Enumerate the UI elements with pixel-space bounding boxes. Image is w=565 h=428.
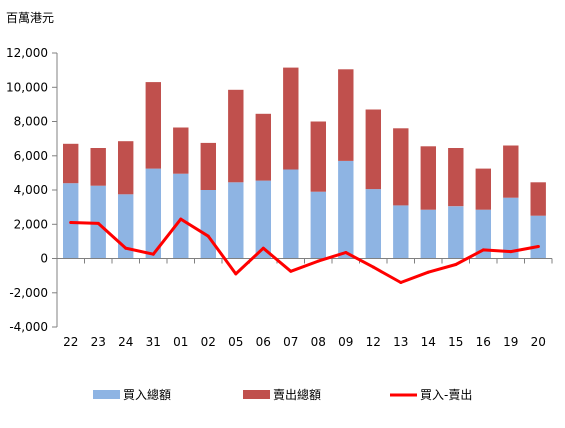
legend-swatch-buy [93,390,120,399]
bar-sell-19-16 [503,145,519,198]
bar-sell-22-0 [63,143,79,184]
legend-label-sell: 賣出總額 [273,387,321,402]
bar-buy-31-3 [145,168,161,259]
x-tick-label-12-11: 12 [366,335,381,349]
net-point-14-13 [426,270,430,274]
x-tick-label-07-8: 07 [283,335,298,349]
bar-buy-01-4 [173,173,189,259]
x-tick-label-06-7: 06 [256,335,271,349]
net-point-15-14 [454,263,458,266]
bar-buy-19-16 [503,197,519,259]
bar-sell-09-10 [338,69,354,161]
x-tick-label-15-14: 15 [448,335,463,349]
y-tick-label: 6,000 [14,149,48,163]
y-tick-label: 2,000 [14,217,48,231]
bar-sell-06-7 [255,113,271,181]
net-point-02-5 [206,234,210,238]
line-layer [69,217,540,284]
x-tick-label-09-10: 09 [338,335,353,349]
bar-buy-05-6 [228,182,244,259]
x-tick-label-31-3: 31 [146,335,161,349]
net-point-20-17 [536,245,540,248]
bar-buy-22-0 [63,183,79,259]
y-tick-label: -2,000 [9,286,48,300]
bar-sell-08-9 [310,121,326,192]
x-tick-label-02-5: 02 [201,335,216,349]
bar-buy-24-2 [118,194,134,259]
bar-buy-14-13 [420,209,436,259]
net-point-13-12 [399,281,403,284]
bar-buy-09-10 [338,160,354,259]
bar-buy-02-5 [200,190,216,259]
y-tick-label: 0 [40,252,48,266]
net-point-31-3 [151,252,155,256]
net-point-22-0 [69,221,73,224]
net-point-16-15 [481,248,485,252]
bar-buy-06-7 [255,180,271,259]
net-point-24-2 [124,246,128,250]
net-point-07-8 [289,269,293,273]
net-point-06-7 [261,246,265,250]
bar-sell-15-14 [448,148,464,207]
y-tick-label: 10,000 [6,80,48,94]
legend-swatch-sell [243,390,270,399]
net-point-23-1 [96,221,100,225]
x-tick-label-01-4: 01 [173,335,188,349]
bar-sell-12-11 [365,109,381,190]
bar-sell-02-5 [200,142,216,190]
bar-sell-31-3 [145,82,161,169]
bar-sell-05-6 [228,89,244,183]
x-tick-label-20-17: 20 [531,335,546,349]
bar-buy-12-11 [365,189,381,259]
bar-sell-24-2 [118,141,134,195]
x-tick-label-24-2: 24 [118,335,133,349]
net-point-12-11 [371,265,375,269]
x-tick-label-22-0: 22 [63,335,78,349]
net-point-05-6 [234,272,238,276]
net-line [69,217,540,284]
bar-buy-16-15 [475,209,491,259]
bar-buy-07-8 [283,169,299,259]
bar-sell-16-15 [475,168,491,210]
y-tick-label: 4,000 [14,183,48,197]
legend-label-net: 買入-賣出 [420,387,472,402]
bar-buy-15-14 [448,206,464,259]
bar-sell-13-12 [393,128,409,206]
x-tick-label-13-12: 13 [393,335,408,349]
bar-sell-20-17 [530,182,546,216]
bar-sell-01-4 [173,127,189,174]
x-tick-label-08-9: 08 [311,335,326,349]
legend: 買入總額 賣出總額 買入-賣出 [93,387,472,402]
bar-sell-23-1 [90,148,106,186]
x-tick-label-05-6: 05 [228,335,243,349]
bar-buy-20-17 [530,215,546,259]
y-tick-label: 12,000 [6,46,48,60]
net-point-08-9 [316,259,320,263]
x-tick-label-23-1: 23 [91,335,106,349]
x-tick-label-16-15: 16 [476,335,491,349]
bar-buy-13-12 [393,205,409,259]
ticks-layer: -4,000 -2,000 0 2,000 4,000 6,000 8,000 10,000 1… [6,46,546,349]
net-point-19-16 [509,250,513,254]
bar-sell-07-8 [283,67,299,170]
legend-label-buy: 買入總額 [123,387,171,402]
x-tick-label-14-13: 14 [421,335,436,349]
bar-sell-14-13 [420,146,436,210]
y-axis-unit-label: 百萬港元 [6,11,54,25]
net-point-09-10 [344,251,348,254]
x-tick-label-19-16: 19 [503,335,518,349]
bar-buy-08-9 [310,191,326,259]
bars-layer [63,67,546,259]
y-tick-label: 8,000 [14,115,48,129]
net-point-01-4 [179,217,183,221]
y-tick-label: -4,000 [9,320,48,334]
